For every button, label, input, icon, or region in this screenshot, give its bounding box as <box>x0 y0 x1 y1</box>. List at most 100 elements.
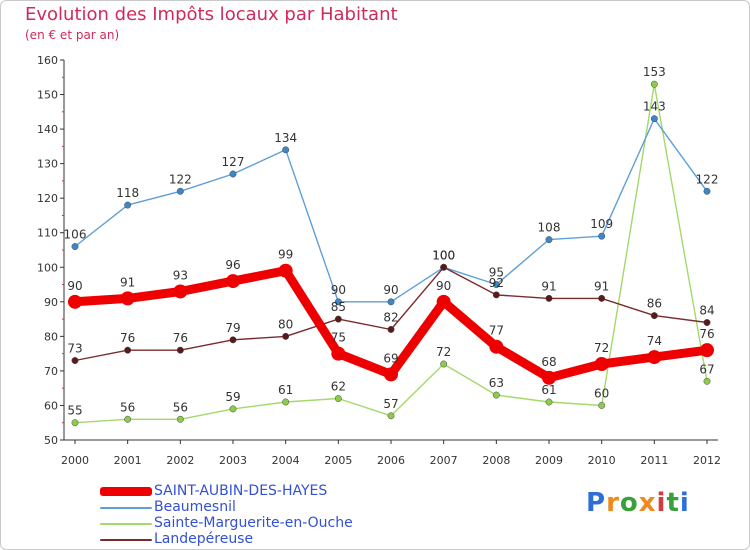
data-label-sainte-marguerite-en-ouche: 61 <box>541 383 556 397</box>
data-point-sainte-marguerite-en-ouche <box>124 415 132 423</box>
data-point-landepereuse <box>650 312 658 320</box>
data-label-saint-aubin-des-hayes: 75 <box>331 331 346 345</box>
data-point-sainte-marguerite-en-ouche <box>387 412 395 420</box>
data-point-sainte-marguerite-en-ouche <box>545 398 553 406</box>
data-point-sainte-marguerite-en-ouche <box>598 402 606 409</box>
legend-swatch-landepereuse <box>100 539 152 541</box>
x-tick-label: 2003 <box>219 454 247 467</box>
data-point-saint-aubin-des-hayes <box>331 346 346 361</box>
data-point-sainte-marguerite-en-ouche <box>440 360 448 368</box>
data-label-saint-aubin-des-hayes: 90 <box>436 279 451 293</box>
data-point-saint-aubin-des-hayes <box>489 339 504 354</box>
data-point-landepereuse <box>440 263 448 271</box>
data-point-landepereuse <box>71 357 79 364</box>
data-label-beaumesnil: 118 <box>116 186 139 200</box>
series-line-beaumesnil <box>74 117 708 303</box>
data-point-saint-aubin-des-hayes <box>278 263 293 278</box>
y-tick-label: 80 <box>44 330 58 343</box>
data-point-beaumesnil <box>650 115 658 123</box>
y-tick-label: 90 <box>44 296 58 309</box>
chart-title: Evolution des Impôts locaux par Habitant <box>25 4 398 25</box>
y-tick-label: 130 <box>37 158 58 171</box>
data-point-beaumesnil <box>229 170 237 178</box>
data-label-landepereuse: 85 <box>331 300 346 314</box>
logo-letter: o <box>619 488 639 518</box>
data-point-beaumesnil <box>545 236 553 244</box>
data-label-sainte-marguerite-en-ouche: 60 <box>594 386 609 400</box>
data-label-landepereuse: 82 <box>383 310 398 324</box>
data-label-landepereuse: 91 <box>594 279 609 293</box>
data-label-landepereuse: 73 <box>67 342 82 356</box>
data-label-saint-aubin-des-hayes: 93 <box>173 268 188 282</box>
data-point-saint-aubin-des-hayes <box>700 343 714 358</box>
x-tick-label: 2006 <box>377 454 405 467</box>
data-label-beaumesnil: 90 <box>383 283 398 297</box>
data-label-landepereuse: 86 <box>647 297 662 311</box>
y-tick-label: 60 <box>44 399 58 412</box>
legend-swatch-beaumesnil <box>100 507 152 509</box>
data-label-landepereuse: 80 <box>278 317 293 331</box>
data-point-beaumesnil <box>71 243 79 250</box>
data-label-saint-aubin-des-hayes: 76 <box>699 327 714 341</box>
x-tick-label: 2012 <box>693 454 721 467</box>
logo-letter: i <box>656 488 667 518</box>
y-tick-label: 110 <box>37 227 58 240</box>
data-label-sainte-marguerite-en-ouche: 56 <box>173 400 188 414</box>
data-point-sainte-marguerite-en-ouche <box>71 419 79 427</box>
data-label-beaumesnil: 109 <box>590 217 613 231</box>
data-label-beaumesnil: 127 <box>222 155 245 169</box>
data-label-beaumesnil: 134 <box>274 131 297 145</box>
line-chart: 50 60 70 80 90 100 110 120 130 140 150 160 2000 2001 2… <box>37 54 721 467</box>
data-label-landepereuse: 76 <box>120 331 135 345</box>
data-point-sainte-marguerite-en-ouche <box>229 405 237 413</box>
data-point-landepereuse <box>334 315 342 323</box>
data-label-sainte-marguerite-en-ouche: 72 <box>436 345 451 359</box>
x-tick-label: 2001 <box>114 454 142 467</box>
data-label-sainte-marguerite-en-ouche: 153 <box>643 65 666 79</box>
data-label-sainte-marguerite-en-ouche: 59 <box>225 390 240 404</box>
y-tick-label: 160 <box>37 54 58 67</box>
y-tick-label: 100 <box>37 261 58 274</box>
data-point-saint-aubin-des-hayes <box>68 294 82 309</box>
data-point-saint-aubin-des-hayes <box>384 367 398 382</box>
data-point-saint-aubin-des-hayes <box>436 294 451 309</box>
y-tick-label: 70 <box>44 365 58 378</box>
data-label-saint-aubin-des-hayes: 99 <box>278 248 293 262</box>
x-tick-label: 2011 <box>640 454 668 467</box>
data-point-sainte-marguerite-en-ouche <box>492 391 500 399</box>
data-point-landepereuse <box>545 294 553 302</box>
logo-letter: t <box>666 488 680 518</box>
data-point-sainte-marguerite-en-ouche <box>176 415 184 423</box>
data-label-landepereuse: 91 <box>541 279 556 293</box>
data-point-landepereuse <box>124 346 132 354</box>
data-label-saint-aubin-des-hayes: 74 <box>647 334 662 348</box>
data-point-saint-aubin-des-hayes <box>226 274 240 289</box>
chart-subtitle: (en € et par an) <box>25 28 120 42</box>
data-point-beaumesnil <box>387 298 395 306</box>
data-label-beaumesnil: 108 <box>538 221 561 235</box>
x-tick-label: 2002 <box>166 454 194 467</box>
data-point-sainte-marguerite-en-ouche <box>650 80 658 88</box>
x-tick-label: 2007 <box>430 454 458 467</box>
data-label-beaumesnil: 100 <box>432 248 455 262</box>
logo-letter: P <box>586 488 607 518</box>
data-label-sainte-marguerite-en-ouche: 67 <box>699 362 714 376</box>
data-point-landepereuse <box>703 319 711 326</box>
data-label-saint-aubin-des-hayes: 72 <box>594 341 609 355</box>
proxiti-logo: Proxiti <box>586 488 690 518</box>
legend-label-saint-aubin: SAINT-AUBIN-DES-HAYES <box>154 483 328 499</box>
y-tick-label: 150 <box>37 89 58 102</box>
x-tick-label: 2004 <box>272 454 300 467</box>
y-tick-label: 140 <box>37 123 58 136</box>
data-label-beaumesnil: 122 <box>169 172 192 186</box>
logo-letter: x <box>638 488 657 518</box>
data-label-landepereuse: 76 <box>173 331 188 345</box>
data-label-sainte-marguerite-en-ouche: 56 <box>120 400 135 414</box>
data-point-saint-aubin-des-hayes <box>647 350 662 365</box>
data-label-saint-aubin-des-hayes: 91 <box>120 275 135 289</box>
logo-letter: i <box>679 488 690 518</box>
data-point-sainte-marguerite-en-ouche <box>703 377 711 385</box>
data-point-landepereuse <box>229 336 237 344</box>
data-point-beaumesnil <box>124 201 132 209</box>
